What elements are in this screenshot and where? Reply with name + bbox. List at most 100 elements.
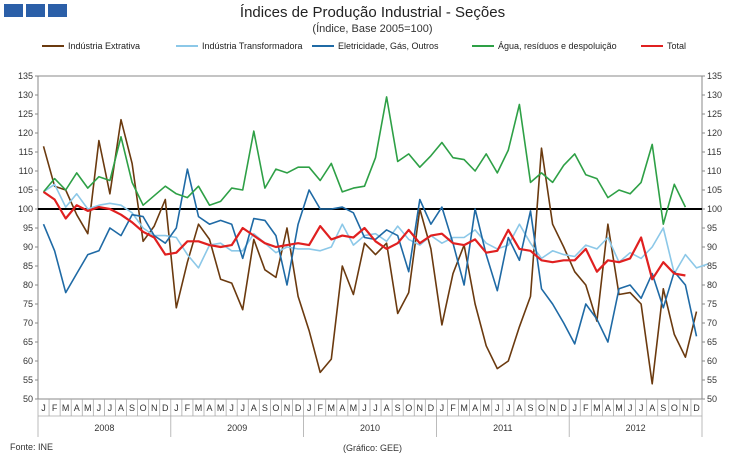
x-month-label: A: [74, 403, 80, 413]
x-month-label: M: [328, 403, 336, 413]
y-tick-label-left: 55: [23, 375, 33, 385]
x-month-label: J: [240, 403, 245, 413]
y-tick-label-right: 65: [707, 337, 717, 347]
chart-subtitle: (Índice, Base 2005=100): [312, 23, 433, 35]
x-month-label: M: [460, 403, 468, 413]
y-tick-label-right: 70: [707, 318, 717, 328]
x-month-label: M: [217, 403, 225, 413]
x-year-label: 2012: [626, 423, 646, 433]
x-month-label: A: [472, 403, 478, 413]
y-tick-label-right: 50: [707, 394, 717, 404]
x-month-label: A: [516, 403, 522, 413]
x-month-label: O: [272, 403, 279, 413]
x-month-label: N: [417, 403, 424, 413]
x-month-label: A: [384, 403, 390, 413]
series-line-eletricidade-g-s-outros: [42, 168, 698, 345]
x-month-label: J: [495, 403, 500, 413]
y-tick-label-right: 95: [707, 223, 717, 233]
x-month-label: J: [174, 403, 179, 413]
series-line-total: [42, 190, 686, 281]
x-year-label: 2008: [94, 423, 114, 433]
x-month-label: D: [560, 403, 567, 413]
y-tick-label-left: 65: [23, 337, 33, 347]
y-tick-label-left: 100: [18, 204, 33, 214]
x-month-label: S: [129, 403, 135, 413]
x-month-label: N: [682, 403, 689, 413]
legend-label: Indústria Extrativa: [68, 41, 140, 51]
x-month-label: A: [251, 403, 257, 413]
legend-label: Água, resíduos e despoluição: [498, 41, 617, 51]
chart-credit: (Gráfico: GEE): [342, 443, 402, 453]
x-month-label: F: [185, 403, 191, 413]
x-month-label: O: [671, 403, 678, 413]
x-month-label: J: [41, 403, 46, 413]
x-month-label: J: [440, 403, 445, 413]
y-tick-label-left: 80: [23, 280, 33, 290]
y-tick-label-left: 115: [19, 147, 33, 157]
x-month-label: M: [615, 403, 623, 413]
x-month-label: J: [307, 403, 312, 413]
x-month-label: J: [506, 403, 511, 413]
x-month-label: M: [593, 403, 601, 413]
y-tick-label-right: 100: [707, 204, 722, 214]
y-tick-label-left: 50: [23, 394, 33, 404]
x-month-label: D: [693, 403, 700, 413]
x-month-label: D: [428, 403, 435, 413]
logo-block: [4, 4, 23, 17]
y-tick-label-left: 85: [23, 261, 33, 271]
x-month-label: F: [52, 403, 58, 413]
x-month-label: J: [362, 403, 367, 413]
x-month-label: M: [482, 403, 490, 413]
logo: [4, 4, 67, 17]
x-month-label: S: [262, 403, 268, 413]
x-month-label: O: [538, 403, 545, 413]
y-tick-label-left: 125: [18, 109, 33, 119]
x-month-label: N: [151, 403, 158, 413]
x-month-label: F: [583, 403, 589, 413]
x-month-label: D: [162, 403, 169, 413]
x-month-label: A: [118, 403, 124, 413]
x-month-label: J: [628, 403, 633, 413]
logo-block: [26, 4, 45, 17]
x-month-label: J: [97, 403, 102, 413]
x-month-label: J: [373, 403, 378, 413]
plot-frame: [37, 75, 703, 400]
x-month-label: J: [572, 403, 577, 413]
x-month-label: O: [140, 403, 147, 413]
y-tick-label-right: 85: [707, 261, 717, 271]
y-tick-label-right: 90: [707, 242, 717, 252]
x-month-label: M: [62, 403, 70, 413]
x-month-label: A: [339, 403, 345, 413]
y-tick-label-left: 75: [23, 299, 33, 309]
x-month-label: A: [649, 403, 655, 413]
legend-label: Indústria Transformadora: [202, 41, 303, 51]
x-month-label: A: [605, 403, 611, 413]
x-month-label: M: [84, 403, 92, 413]
y-tick-label-left: 95: [23, 223, 33, 233]
x-month-label: M: [195, 403, 203, 413]
y-tick-label-left: 130: [18, 90, 33, 100]
y-tick-label-left: 60: [23, 356, 33, 366]
source-note: Fonte: INE: [10, 442, 54, 452]
x-month-label: N: [549, 403, 556, 413]
y-tick-label-right: 130: [707, 90, 722, 100]
y-tick-label-right: 60: [707, 356, 717, 366]
x-month-label: S: [660, 403, 666, 413]
y-tick-label-left: 90: [23, 242, 33, 252]
x-year-label: 2009: [227, 423, 247, 433]
legend-label: Eletricidade, Gás, Outros: [338, 41, 439, 51]
y-tick-label-left: 105: [18, 185, 33, 195]
x-month-label: N: [284, 403, 291, 413]
y-tick-label-left: 110: [19, 166, 33, 176]
x-month-label: F: [450, 403, 456, 413]
x-month-label: A: [207, 403, 213, 413]
y-tick-label-left: 120: [18, 128, 33, 138]
y-tick-label-right: 75: [707, 299, 717, 309]
x-month-label: J: [229, 403, 234, 413]
legend-label: Total: [667, 41, 686, 51]
y-tick-label-right: 80: [707, 280, 717, 290]
x-year-label: 2010: [360, 423, 380, 433]
series-line-ind-stria-extrativa: [42, 118, 698, 385]
x-month-label: J: [639, 403, 644, 413]
